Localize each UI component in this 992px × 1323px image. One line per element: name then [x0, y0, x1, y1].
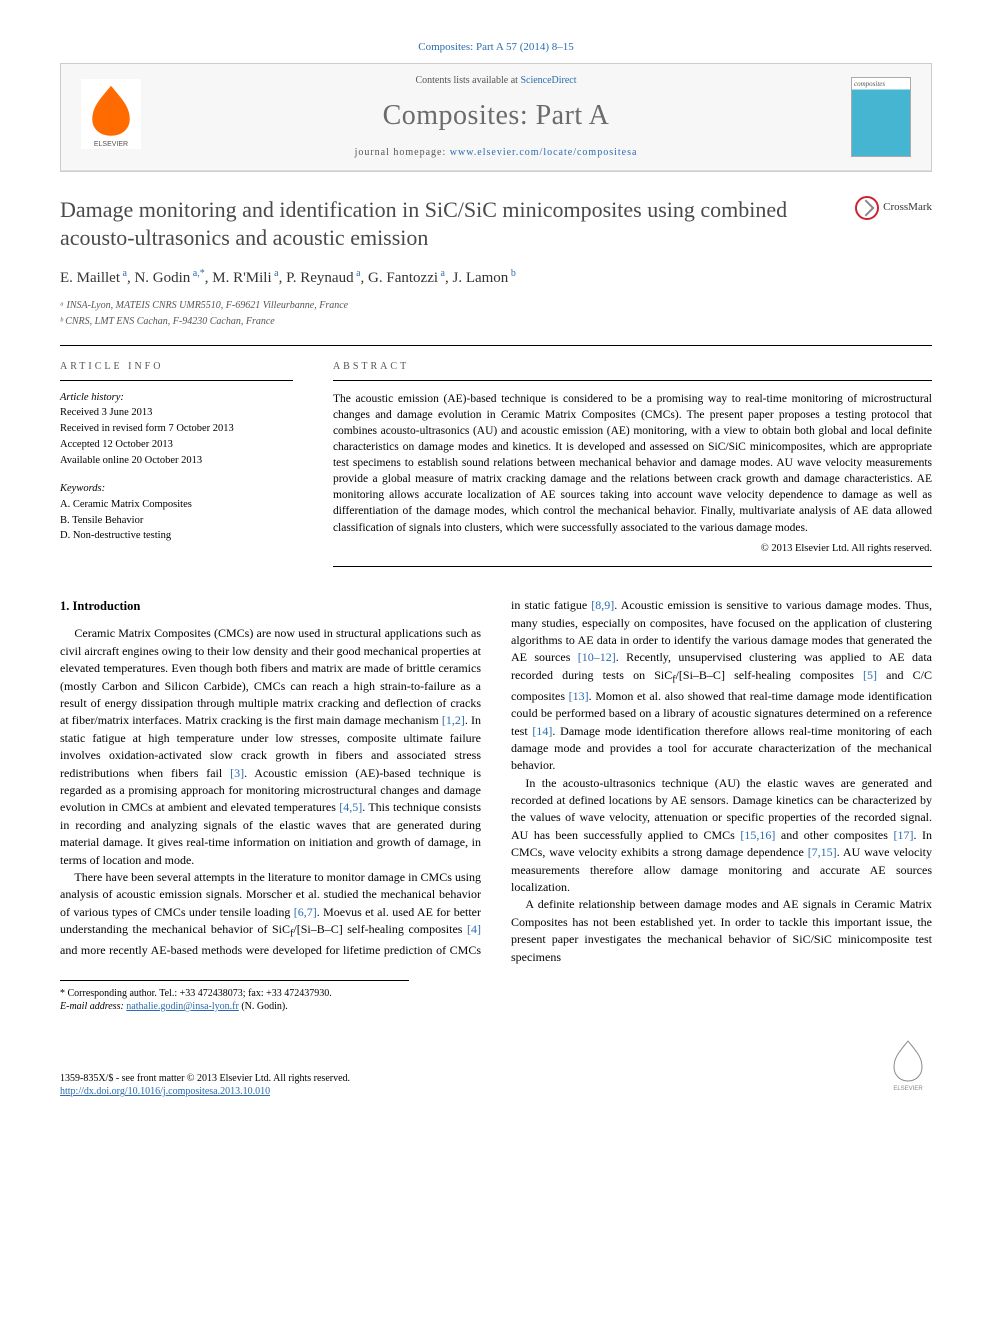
contents-line: Contents lists available at ScienceDirec…	[141, 74, 851, 88]
footnote-email-link[interactable]: nathalie.godin@insa-lyon.fr	[126, 1001, 239, 1012]
affiliation: ᵃ INSA-Lyon, MATEIS CNRS UMR5510, F-6962…	[60, 299, 932, 313]
crossmark-badge[interactable]: CrossMark	[855, 196, 932, 220]
homepage-line: journal homepage: www.elsevier.com/locat…	[141, 146, 851, 160]
elsevier-footer-logo[interactable]: ELSEVIER	[884, 1037, 932, 1098]
author[interactable]: P. Reynaud	[286, 270, 354, 286]
ref-link[interactable]: [3]	[230, 766, 244, 780]
article-body: 1. Introduction Ceramic Matrix Composite…	[60, 597, 932, 966]
footnote-email-line: E-mail address: nathalie.godin@insa-lyon…	[60, 1000, 932, 1013]
ref-link[interactable]: [4]	[467, 922, 481, 936]
history-item: Received in revised form 7 October 2013	[60, 422, 293, 437]
contents-prefix: Contents lists available at	[415, 75, 520, 86]
ref-link[interactable]: [5]	[863, 668, 877, 682]
body-paragraph: In the acousto-ultrasonics technique (AU…	[511, 775, 932, 897]
footnote-email-label: E-mail address:	[60, 1001, 126, 1012]
body-paragraph: A definite relationship between damage m…	[511, 896, 932, 966]
author[interactable]: N. Godin	[134, 270, 190, 286]
keywords-label: Keywords:	[60, 482, 293, 497]
abstract-text: The acoustic emission (AE)-based techniq…	[333, 391, 932, 536]
doi-link[interactable]: http://dx.doi.org/10.1016/j.compositesa.…	[60, 1086, 270, 1097]
header-citation: Composites: Part A 57 (2014) 8–15	[60, 40, 932, 55]
history-item: Accepted 12 October 2013	[60, 438, 293, 453]
ref-link[interactable]: [10–12]	[578, 650, 616, 664]
footnote-line: * Corresponding author. Tel.: +33 472438…	[60, 987, 932, 1000]
keyword: A. Ceramic Matrix Composites	[60, 498, 293, 513]
history-item: Received 3 June 2013	[60, 406, 293, 421]
sciencedirect-link[interactable]: ScienceDirect	[520, 75, 576, 86]
author[interactable]: J. Lamon	[452, 270, 508, 286]
abstract-heading: ABSTRACT	[333, 360, 932, 381]
footnote-separator	[60, 980, 409, 981]
ref-link[interactable]: [8,9]	[591, 598, 614, 612]
author[interactable]: M. R'Mili	[212, 270, 271, 286]
ref-link[interactable]: [1,2]	[442, 713, 465, 727]
article-title: Damage monitoring and identification in …	[60, 196, 855, 253]
abstract-copyright: © 2013 Elsevier Ltd. All rights reserved…	[333, 542, 932, 557]
ref-link[interactable]: [13]	[569, 689, 589, 703]
keywords-block: Keywords: A. Ceramic Matrix Composites B…	[60, 482, 293, 544]
article-info-heading: ARTICLE INFO	[60, 360, 293, 381]
svg-text:ELSEVIER: ELSEVIER	[893, 1086, 923, 1092]
article-history: Article history: Received 3 June 2013 Re…	[60, 391, 293, 468]
crossmark-icon	[855, 196, 879, 220]
body-paragraph: Ceramic Matrix Composites (CMCs) are now…	[60, 625, 481, 868]
ref-link[interactable]: [6,7]	[294, 905, 317, 919]
authors-line: E. Maillet a, N. Godin a,*, M. R'Mili a,…	[60, 267, 932, 289]
svg-text:ELSEVIER: ELSEVIER	[94, 141, 128, 148]
footnote-email-suffix: (N. Godin).	[239, 1001, 288, 1012]
page-footer: 1359-835X/$ - see front matter © 2013 El…	[60, 1037, 932, 1098]
corresponding-footnote: * Corresponding author. Tel.: +33 472438…	[60, 987, 932, 1013]
ref-link[interactable]: [14]	[532, 724, 552, 738]
homepage-prefix: journal homepage:	[355, 147, 450, 158]
issn-line: 1359-835X/$ - see front matter © 2013 El…	[60, 1072, 350, 1085]
ref-link[interactable]: [7,15]	[808, 845, 837, 859]
section-heading: 1. Introduction	[60, 597, 481, 615]
elsevier-logo[interactable]: ELSEVIER	[81, 79, 141, 154]
ref-link[interactable]: [15,16]	[740, 828, 775, 842]
homepage-link[interactable]: www.elsevier.com/locate/compositesa	[450, 147, 638, 158]
keyword: B. Tensile Behavior	[60, 514, 293, 529]
journal-cover-thumbnail[interactable]: composites	[851, 77, 911, 157]
ref-link[interactable]: [4,5]	[339, 800, 362, 814]
crossmark-label: CrossMark	[883, 200, 932, 215]
header-banner: ELSEVIER Contents lists available at Sci…	[60, 63, 932, 171]
author[interactable]: G. Fantozzi	[368, 270, 438, 286]
corresponding-marker[interactable]: *	[200, 270, 205, 286]
author[interactable]: E. Maillet	[60, 270, 120, 286]
affiliation: ᵇ CNRS, LMT ENS Cachan, F-94230 Cachan, …	[60, 315, 932, 329]
ref-link[interactable]: [17]	[893, 828, 913, 842]
affiliations: ᵃ INSA-Lyon, MATEIS CNRS UMR5510, F-6962…	[60, 299, 932, 329]
keyword: D. Non-destructive testing	[60, 529, 293, 544]
journal-cover-label: composites	[854, 80, 885, 90]
history-item: Available online 20 October 2013	[60, 454, 293, 469]
history-label: Article history:	[60, 391, 293, 406]
journal-name: Composites: Part A	[141, 96, 851, 135]
